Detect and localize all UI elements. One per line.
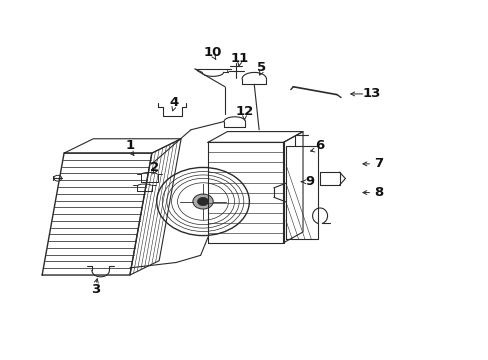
Circle shape <box>197 197 208 206</box>
Text: 12: 12 <box>235 105 253 118</box>
Text: 3: 3 <box>91 283 100 296</box>
Circle shape <box>192 194 213 209</box>
Text: 7: 7 <box>373 157 383 170</box>
Text: 2: 2 <box>149 161 159 174</box>
Text: 11: 11 <box>230 51 248 64</box>
Text: 10: 10 <box>203 46 222 59</box>
Text: 13: 13 <box>361 87 380 100</box>
Text: 6: 6 <box>315 139 324 152</box>
Text: 4: 4 <box>169 96 178 109</box>
Text: 8: 8 <box>373 186 383 199</box>
Text: 1: 1 <box>125 139 134 152</box>
Text: 5: 5 <box>257 60 265 73</box>
Text: 9: 9 <box>305 175 314 188</box>
